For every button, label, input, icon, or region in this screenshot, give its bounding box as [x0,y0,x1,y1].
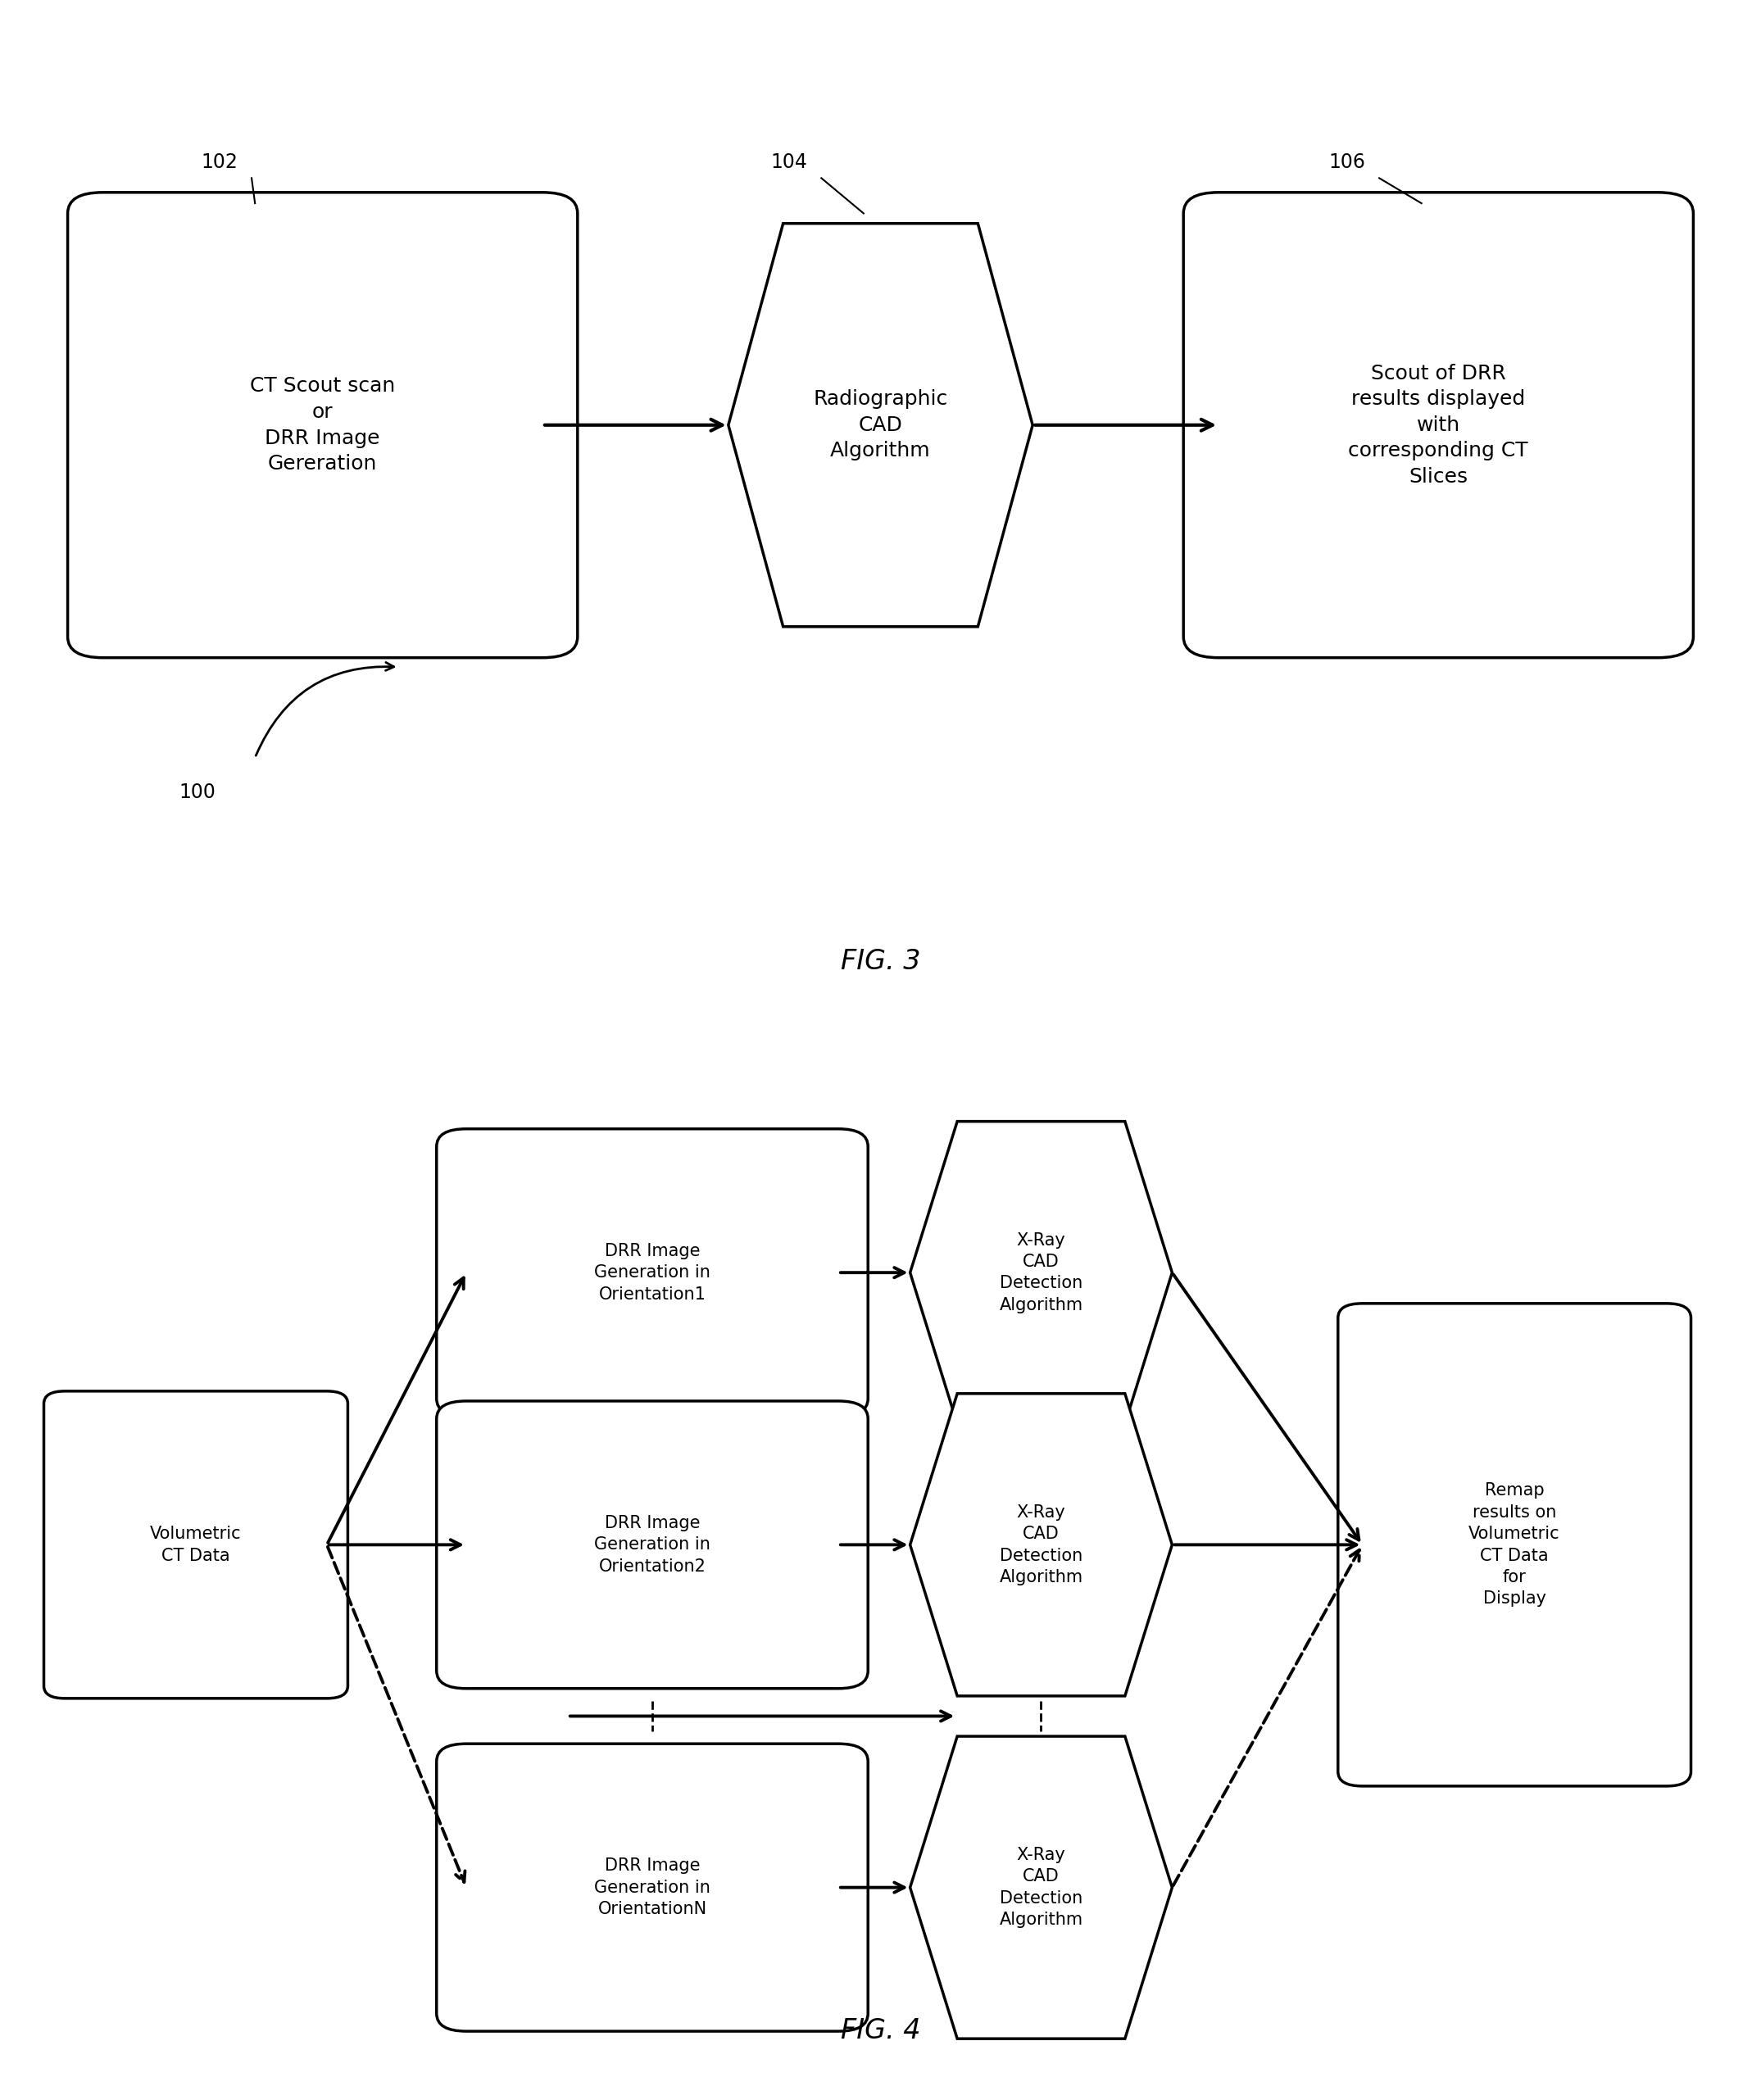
FancyBboxPatch shape [437,1130,868,1415]
Text: X-Ray
CAD
Detection
Algorithm: X-Ray CAD Detection Algorithm [998,1846,1083,1928]
Text: 106: 106 [1328,153,1365,172]
Text: 104: 104 [771,153,807,172]
FancyBboxPatch shape [1338,1304,1691,1787]
FancyBboxPatch shape [44,1390,349,1699]
Text: X-Ray
CAD
Detection
Algorithm: X-Ray CAD Detection Algorithm [998,1233,1083,1312]
FancyBboxPatch shape [1183,193,1694,657]
Text: DRR Image
Generation in
Orientation2: DRR Image Generation in Orientation2 [593,1514,710,1575]
FancyBboxPatch shape [67,193,578,657]
Polygon shape [910,1737,1173,2039]
Polygon shape [729,223,1032,626]
Text: Radiographic
CAD
Algorithm: Radiographic CAD Algorithm [814,388,947,460]
Polygon shape [910,1121,1173,1424]
Text: DRR Image
Generation in
Orientation1: DRR Image Generation in Orientation1 [593,1243,710,1302]
Text: Volumetric
CT Data: Volumetric CT Data [150,1527,241,1564]
Text: 100: 100 [180,783,215,802]
Text: DRR Image
Generation in
OrientationN: DRR Image Generation in OrientationN [593,1858,710,1917]
Text: 102: 102 [201,153,238,172]
Text: Scout of DRR
results displayed
with
corresponding CT
Slices: Scout of DRR results displayed with corr… [1349,363,1529,487]
FancyBboxPatch shape [437,1743,868,2031]
Text: Remap
results on
Volumetric
CT Data
for
Display: Remap results on Volumetric CT Data for … [1469,1483,1560,1606]
Text: FIG. 3: FIG. 3 [840,947,921,974]
Polygon shape [910,1394,1173,1697]
FancyArrowPatch shape [255,662,394,756]
Text: FIG. 4: FIG. 4 [840,2018,921,2045]
FancyBboxPatch shape [437,1401,868,1688]
Text: CT Scout scan
or
DRR Image
Gereration: CT Scout scan or DRR Image Gereration [250,376,394,475]
Text: X-Ray
CAD
Detection
Algorithm: X-Ray CAD Detection Algorithm [998,1504,1083,1586]
